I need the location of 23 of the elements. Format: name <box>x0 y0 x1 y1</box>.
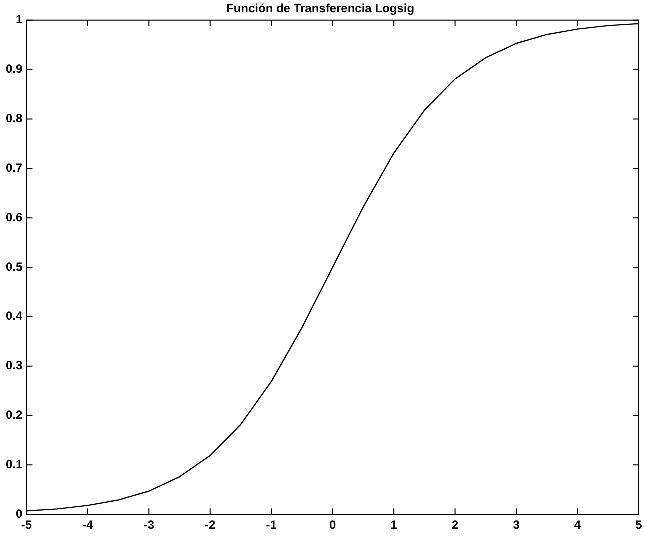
y-tick-label: 0.5 <box>6 260 23 274</box>
chart-title: Función de Transferencia Logsig <box>226 2 415 16</box>
y-tick-label: 0.7 <box>6 160 23 175</box>
x-tick-label: 4 <box>574 518 582 532</box>
y-tick-label: 0.6 <box>6 210 23 224</box>
x-tick-label: 0 <box>329 518 336 532</box>
x-tick-label: 2 <box>452 518 459 532</box>
y-tick-label: 0.9 <box>6 62 23 76</box>
x-tick-label: -5 <box>21 518 32 532</box>
x-tick-label: -2 <box>205 518 216 532</box>
x-tick-label: -1 <box>266 518 278 532</box>
y-tick-label: 0.8 <box>6 112 23 126</box>
y-tick-label: 0.3 <box>6 358 23 373</box>
y-tick-label: 0.4 <box>6 309 23 324</box>
x-tick-label: 5 <box>636 518 643 532</box>
x-tick-label: 3 <box>513 518 520 532</box>
x-tick-label: 1 <box>390 518 398 532</box>
y-tick-label: 1 <box>16 12 23 27</box>
x-tick-label: -3 <box>144 518 155 532</box>
y-tick-label: 0 <box>16 506 23 521</box>
x-tick-label: -4 <box>82 518 94 532</box>
y-tick-label: 0.2 <box>6 408 23 422</box>
y-tick-label: 0.1 <box>6 457 23 472</box>
